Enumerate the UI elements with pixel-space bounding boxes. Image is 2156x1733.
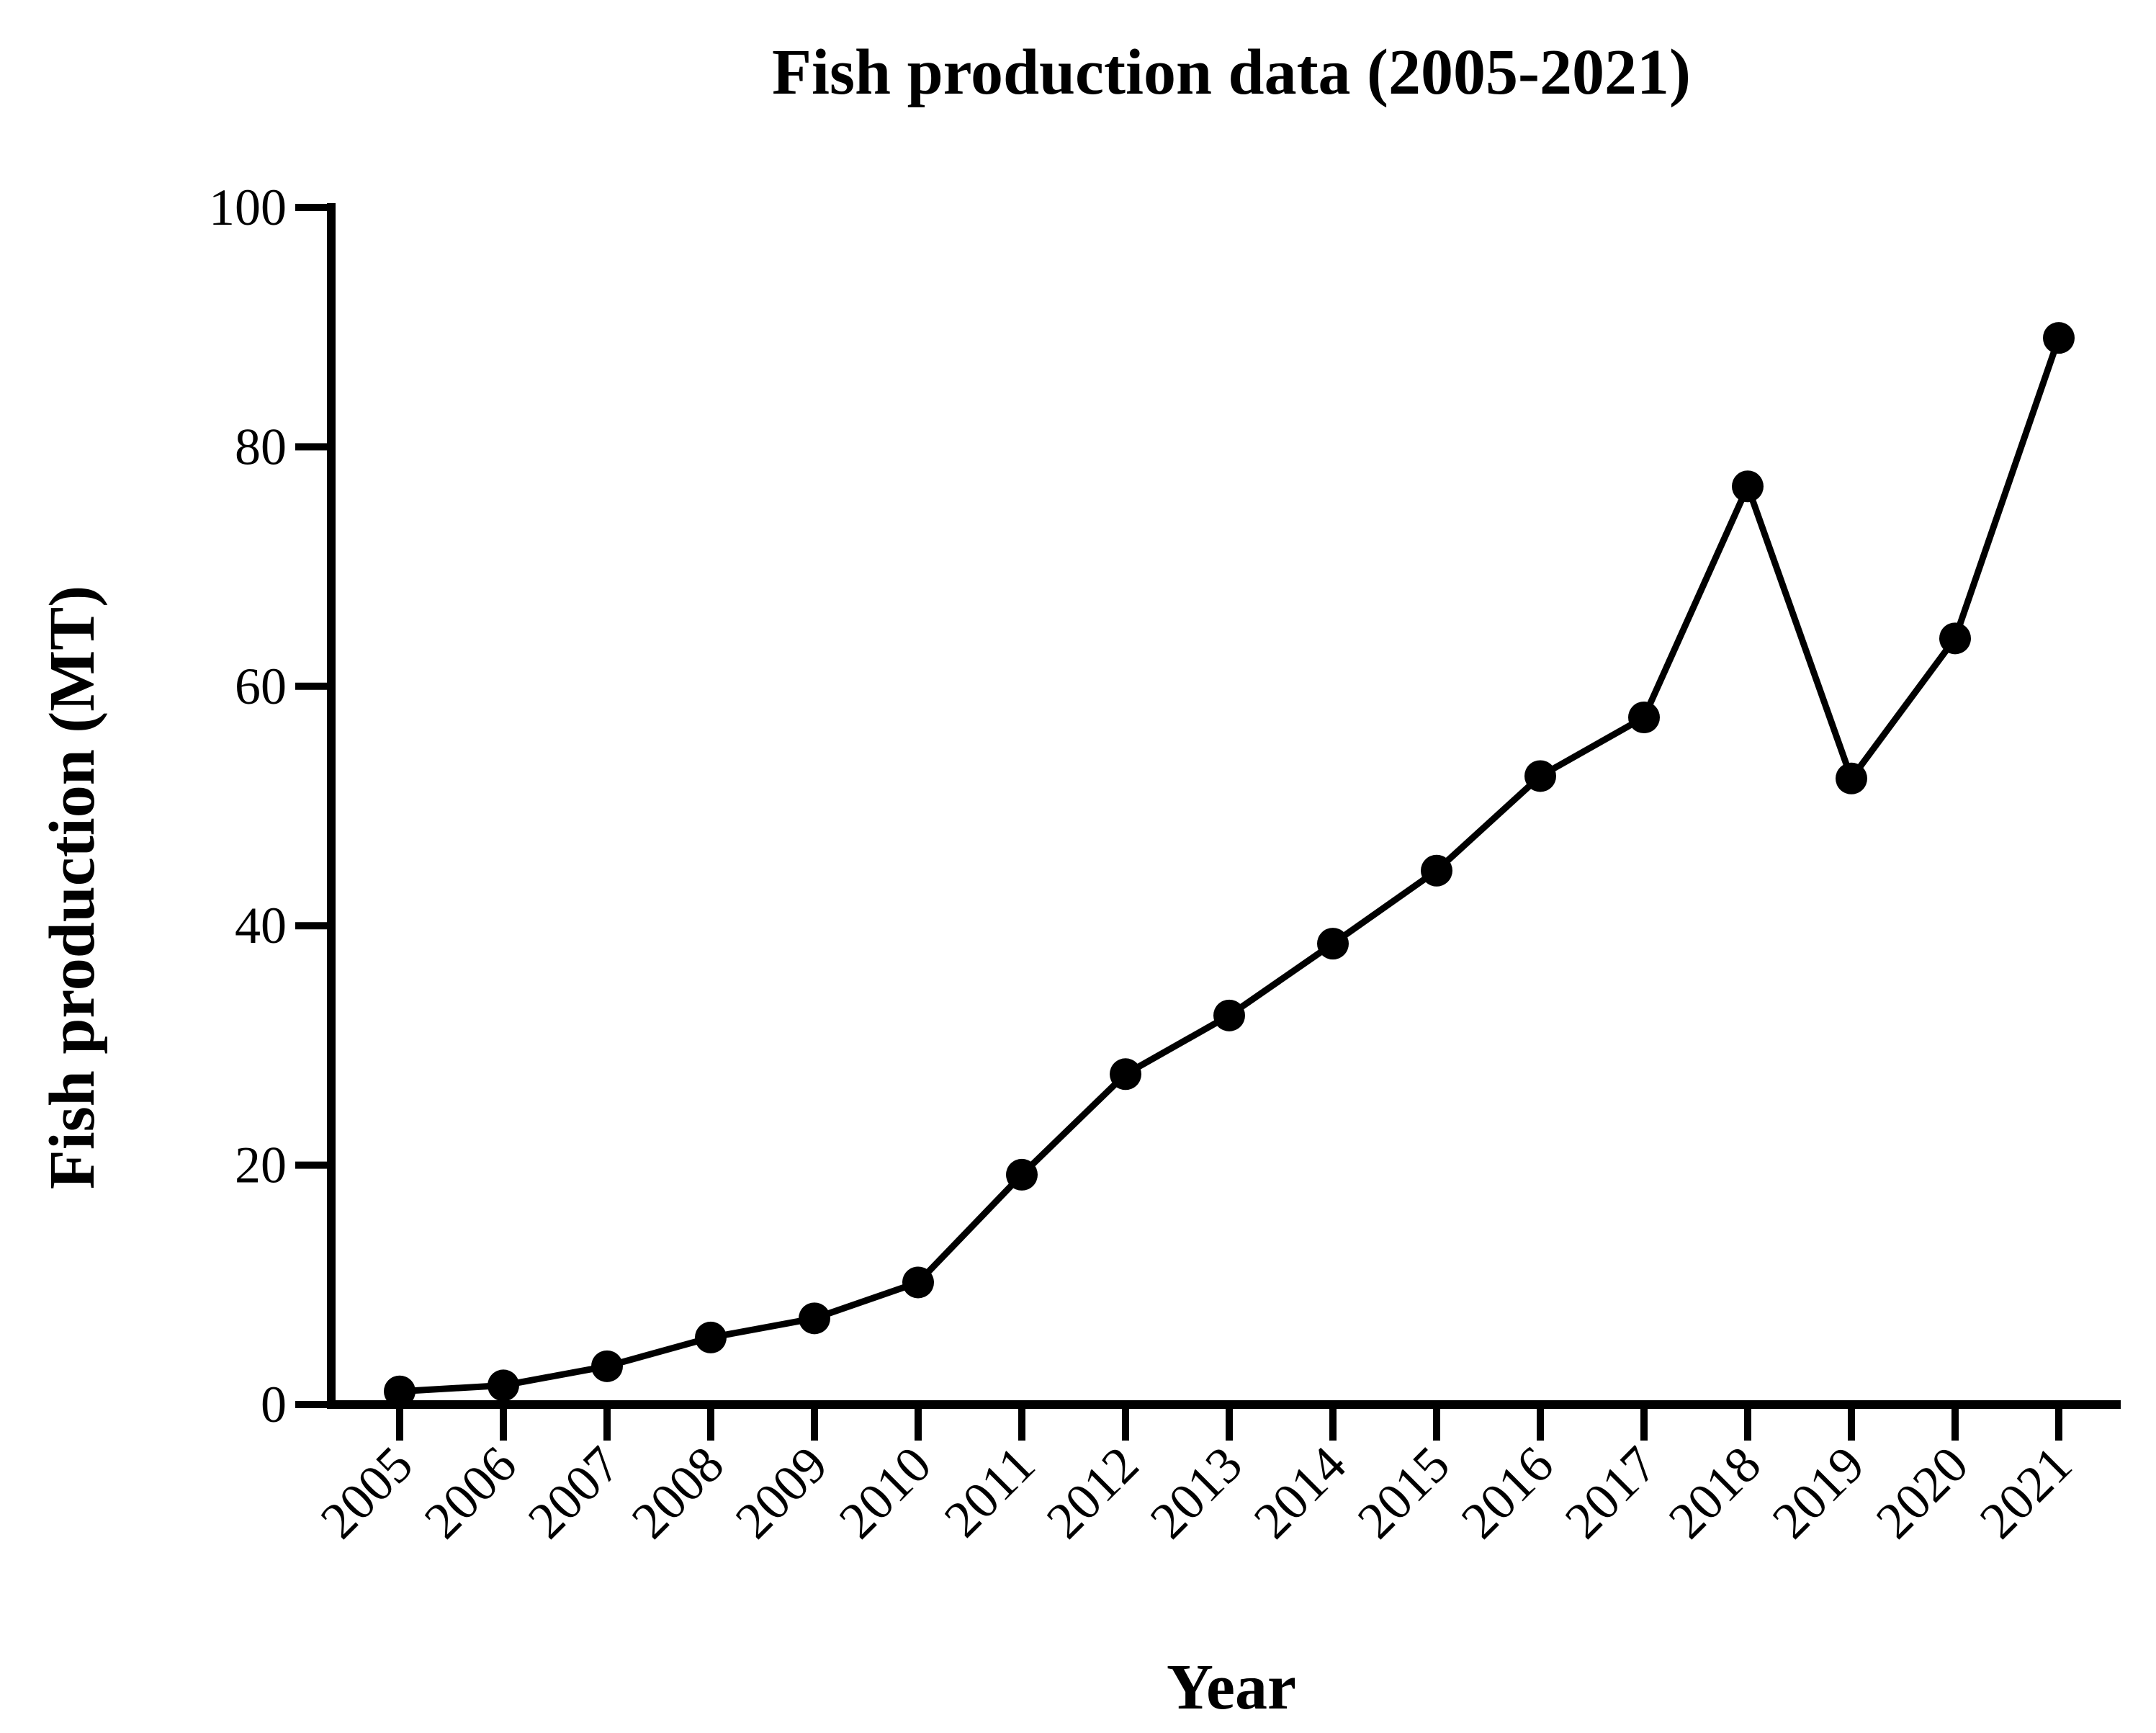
x-tick-label: 2020 <box>1865 1436 1979 1549</box>
data-point <box>695 1321 727 1353</box>
x-tick-label: 2018 <box>1658 1436 1771 1549</box>
x-tick-label: 2016 <box>1450 1436 1564 1549</box>
y-tick-label: 0 <box>261 1376 287 1433</box>
data-point <box>591 1350 623 1382</box>
series-group <box>384 322 2075 1407</box>
data-point <box>1213 999 1245 1031</box>
data-point <box>488 1369 519 1402</box>
x-tick-label: 2021 <box>1969 1436 2083 1549</box>
data-point <box>2043 322 2075 354</box>
x-tick-label: 2007 <box>517 1436 631 1549</box>
y-tick-label: 100 <box>209 179 287 236</box>
y-axis: 0 20 40 60 80 100 <box>209 179 336 1433</box>
data-point <box>384 1375 416 1407</box>
x-tick-label: 2014 <box>1243 1436 1357 1549</box>
data-point <box>902 1266 934 1299</box>
x-axis: 2005200620072008200920102011201220132014… <box>310 1400 2121 1549</box>
y-tick-label: 20 <box>235 1137 287 1194</box>
y-axis-label: Fish production (MT) <box>37 586 108 1189</box>
x-tick-label: 2015 <box>1347 1436 1460 1549</box>
data-point <box>1836 762 1867 794</box>
x-tick-label: 2008 <box>621 1436 735 1549</box>
data-point <box>1732 470 1764 503</box>
x-tick-label: 2010 <box>828 1436 942 1549</box>
x-tick-label: 2006 <box>413 1436 527 1549</box>
data-point <box>1006 1158 1038 1191</box>
x-tick-label: 2017 <box>1554 1436 1668 1549</box>
data-point <box>1421 854 1452 887</box>
chart-title: Fish production data (2005-2021) <box>772 37 1691 108</box>
x-tick-label: 2013 <box>1139 1436 1253 1549</box>
x-tick-label: 2019 <box>1761 1436 1875 1549</box>
data-point <box>1628 702 1660 734</box>
y-tick-label: 40 <box>235 897 287 954</box>
x-tick-label: 2012 <box>1036 1436 1149 1549</box>
series-line <box>399 336 2062 1395</box>
x-tick-label: 2005 <box>310 1436 423 1549</box>
data-point <box>1939 622 1971 655</box>
data-point <box>1317 928 1349 960</box>
data-point <box>799 1302 830 1335</box>
y-tick-label: 80 <box>235 418 287 475</box>
x-axis-label: Year <box>1167 1652 1296 1723</box>
data-point <box>1524 760 1556 792</box>
data-point <box>1110 1058 1141 1091</box>
x-tick-label: 2011 <box>933 1436 1046 1549</box>
x-tick-label: 2009 <box>724 1436 838 1549</box>
y-tick-label: 60 <box>235 658 287 715</box>
